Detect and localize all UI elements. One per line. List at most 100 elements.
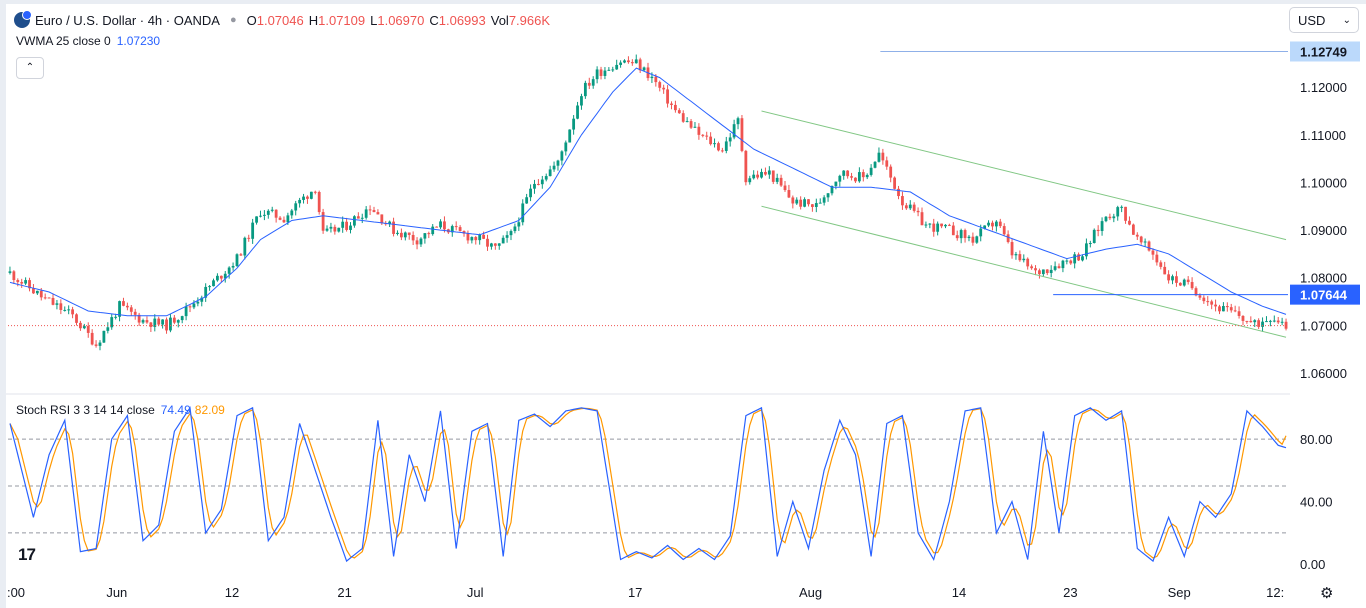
candle-body	[724, 141, 728, 151]
candle-body	[325, 228, 329, 231]
candle-body	[259, 215, 262, 217]
candle-body	[666, 89, 669, 104]
ohlc-close-value: 1.06993	[438, 12, 486, 28]
candle-body	[1006, 234, 1010, 243]
candle-body	[556, 160, 560, 166]
candle-body	[1202, 297, 1206, 302]
candle-body	[740, 118, 744, 151]
candle-body	[380, 214, 384, 224]
candle-body	[55, 303, 59, 305]
candle-body	[333, 226, 337, 232]
high-price-tag	[1290, 41, 1360, 62]
candle-body	[423, 233, 427, 239]
candle-body	[1163, 266, 1167, 275]
candle-body	[717, 143, 720, 151]
channel-lower-line	[761, 205, 1287, 338]
candle-body	[1124, 206, 1127, 221]
candle-body	[1182, 279, 1186, 286]
candle-body	[1045, 269, 1049, 274]
candle-body	[951, 225, 955, 236]
candle-body	[216, 275, 219, 281]
currency-select[interactable]: USD ⌄	[1289, 7, 1359, 33]
candle-body	[39, 290, 43, 298]
axes: 1.12749 1.12000 1.11000 1.10000 1.09000 1.080…	[7, 41, 1360, 600]
ohlc-open-value: 1.07046	[256, 12, 304, 28]
time-tick-label: :00	[7, 585, 25, 600]
candle-body	[529, 188, 532, 198]
candle-body	[1218, 306, 1221, 312]
candle-body	[396, 232, 399, 234]
candle-body	[901, 196, 904, 206]
candle-body	[399, 232, 403, 238]
gear-icon[interactable]: ⚙	[1320, 585, 1334, 602]
stoch-rsi-legend[interactable]: Stoch RSI 3 3 14 14 close 74.49 82.09	[16, 403, 225, 417]
candle-body	[1210, 301, 1214, 305]
candle-body	[1186, 279, 1190, 283]
candle-body	[693, 126, 697, 128]
candle-body	[603, 70, 607, 76]
candle-body	[1030, 266, 1034, 269]
tradingview-logo-icon[interactable]: 17	[18, 545, 36, 564]
vwma-legend[interactable]: VWMA 25 close 0 1.07230	[16, 34, 160, 48]
candle-body	[388, 221, 392, 224]
candle-body	[415, 240, 419, 245]
candle-body	[306, 196, 309, 199]
candle-body	[1065, 260, 1069, 262]
candle-body	[513, 226, 517, 232]
candle-body	[392, 221, 395, 234]
candle-body	[157, 318, 161, 325]
stoch-d-value: 82.09	[194, 403, 225, 417]
candle-body	[125, 305, 129, 308]
candle-body	[188, 306, 192, 308]
candle-body	[642, 67, 646, 71]
candle-body	[458, 227, 462, 232]
candle-body	[881, 152, 885, 161]
candle-body	[321, 212, 325, 231]
candle-body	[337, 227, 341, 232]
candle-body	[713, 143, 716, 145]
candle-body	[1014, 254, 1018, 256]
candle-body	[1128, 220, 1131, 225]
candle-body	[102, 330, 106, 343]
candle-body	[908, 204, 912, 209]
candle-body	[971, 236, 975, 243]
candle-body	[192, 303, 196, 308]
ohlc-open-label: O	[246, 12, 257, 28]
candle-body	[979, 228, 983, 237]
candle-body	[443, 221, 446, 230]
candle-body	[270, 209, 274, 211]
candle-body	[372, 210, 376, 213]
candle-body	[24, 280, 28, 284]
candle-body	[223, 273, 227, 279]
time-tick-label: 12:	[1266, 585, 1284, 600]
candle-body	[462, 231, 466, 234]
price-tick-label: 1.09000	[1300, 223, 1347, 238]
time-tick-label: 17	[628, 585, 642, 600]
candle-body	[474, 237, 478, 241]
chevron-up-icon: ⌃	[25, 62, 35, 73]
candle-body	[1249, 320, 1253, 323]
candle-body	[1034, 268, 1037, 271]
candle-body	[153, 318, 157, 327]
candle-body	[955, 235, 959, 239]
more-options-icon[interactable]: ●	[229, 14, 237, 26]
candle-body	[145, 320, 149, 323]
candle-body	[998, 221, 1002, 227]
candle-body	[670, 103, 673, 105]
collapse-legend-button[interactable]: ⌃	[16, 57, 44, 79]
candle-body	[165, 319, 168, 331]
stoch-k-value: 74.49	[160, 403, 191, 417]
candle-body	[282, 219, 286, 223]
price-tick-label: 1.06000	[1300, 366, 1347, 381]
candle-body	[1206, 301, 1210, 303]
candle-body	[877, 152, 881, 162]
candle-body	[1222, 306, 1225, 312]
candle-body	[771, 170, 775, 182]
time-tick-label: 21	[337, 585, 351, 600]
stoch-rsi-label: Stoch RSI 3 3 14 14 close	[16, 403, 155, 417]
candle-body	[262, 214, 266, 216]
candle-body	[1268, 320, 1272, 322]
symbol-title[interactable]: Euro / U.S. Dollar · 4h · OANDA	[35, 12, 220, 28]
candle-body	[356, 216, 360, 219]
